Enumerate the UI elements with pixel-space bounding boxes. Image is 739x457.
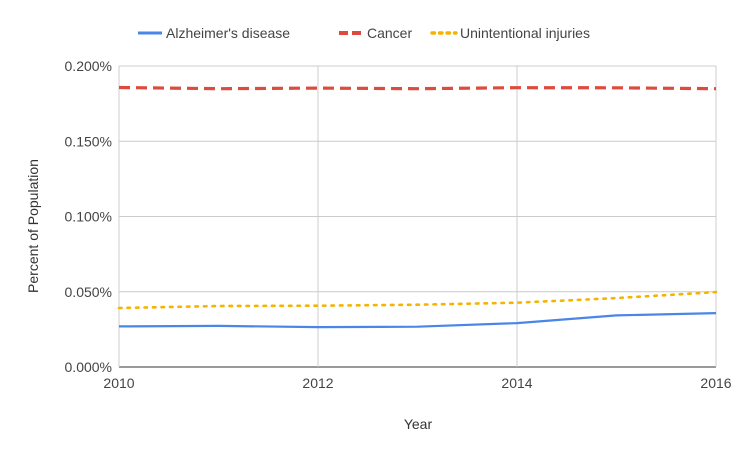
series-line-cancer — [118, 85, 717, 91]
x-tick-label: 2014 — [501, 375, 532, 391]
grid-lines — [118, 65, 717, 368]
x-axis-title: Year — [404, 416, 433, 432]
legend: Alzheimer's disease Cancer Unintentional i… — [138, 25, 590, 41]
y-axis-title: Percent of Population — [25, 159, 41, 293]
legend-label: Cancer — [367, 25, 412, 41]
series-line-unintentional-injuries — [117, 290, 718, 310]
series-line-alzheimer-s-disease — [118, 312, 717, 329]
legend-label: Alzheimer's disease — [166, 25, 290, 41]
y-tick-label: 0.200% — [65, 58, 112, 74]
x-tick-label: 2012 — [302, 375, 333, 391]
y-tick-labels: 0.000% 0.050% 0.100% 0.150% 0.200% — [65, 58, 112, 375]
y-tick-label: 0.050% — [65, 284, 112, 300]
x-tick-label: 2010 — [103, 375, 134, 391]
y-tick-label: 0.000% — [65, 359, 112, 375]
x-tick-labels: 2010 2012 2014 2016 — [103, 375, 731, 391]
x-tick-label: 2016 — [700, 375, 731, 391]
y-tick-label: 0.150% — [65, 133, 112, 149]
y-tick-label: 0.100% — [65, 209, 112, 225]
legend-label: Unintentional injuries — [460, 25, 590, 41]
series-lines — [117, 85, 718, 329]
